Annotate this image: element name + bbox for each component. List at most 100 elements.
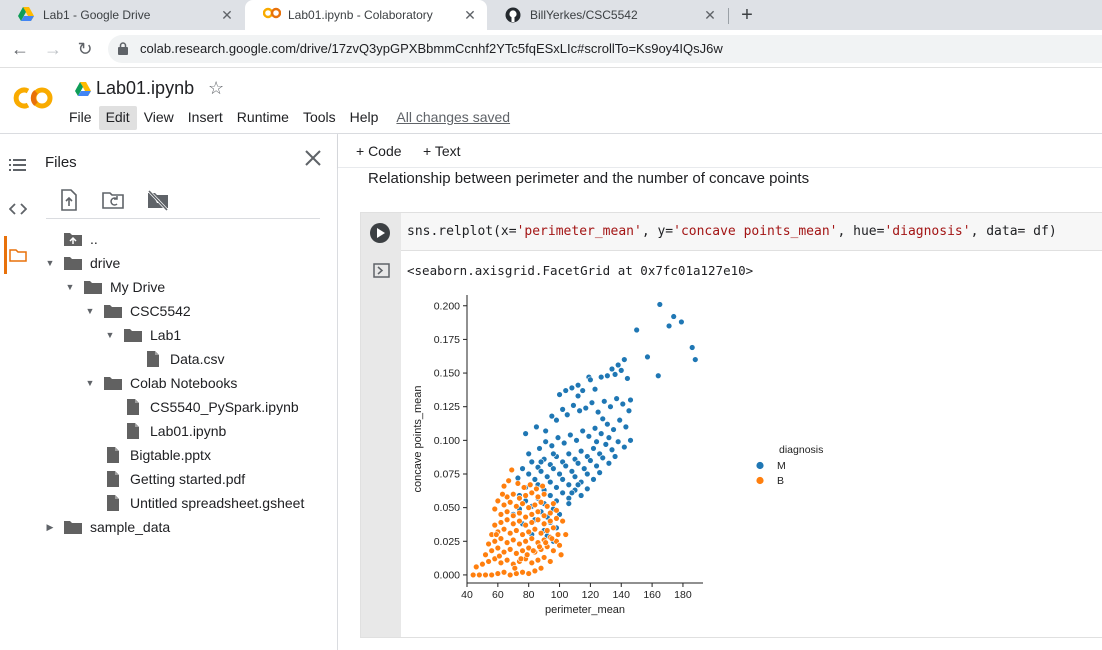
data-point-M (610, 426, 617, 433)
data-point-M (547, 478, 554, 486)
caret-down-icon[interactable]: ▼ (45, 258, 55, 268)
refresh-folder-icon[interactable] (102, 189, 124, 211)
data-point-M (587, 457, 594, 464)
data-point-B (525, 528, 532, 536)
star-icon[interactable]: ☆ (208, 78, 225, 98)
data-point-M (591, 425, 599, 432)
file-tree-label: Untitled spreadsheet.gsheet (130, 495, 305, 511)
reload-icon[interactable]: ↻ (77, 39, 93, 59)
data-point-B (494, 570, 502, 577)
url-field[interactable]: colab.research.google.com/drive/17zvQ3yp… (108, 35, 1102, 63)
data-point-B (553, 507, 560, 514)
data-point-M (604, 372, 611, 379)
menu-runtime[interactable]: Runtime (236, 109, 289, 125)
add-code-button[interactable]: + Code (356, 143, 402, 159)
data-point-B (494, 497, 502, 505)
data-point-B (503, 556, 511, 564)
data-point-M (616, 416, 623, 424)
file-tree-item[interactable]: ▼Bigtable.pptx (84, 444, 211, 466)
data-point-B (528, 511, 535, 518)
new-tab-icon[interactable]: + (741, 4, 753, 26)
save-status[interactable]: All changes saved (396, 109, 511, 125)
caret-down-icon[interactable]: ▼ (85, 378, 95, 388)
file-tree-item[interactable]: ▼ Colab Notebooks (84, 372, 238, 394)
data-point-M (565, 495, 573, 502)
file-tree-item[interactable]: ▼ Lab1 (104, 324, 182, 346)
data-point-B (534, 516, 542, 523)
menu-edit[interactable]: Edit (98, 106, 137, 130)
file-tree-item[interactable]: ▼ CSC5542 (84, 300, 191, 322)
file-icon (107, 495, 119, 511)
colab-logo-icon (13, 87, 53, 109)
upload-file-icon[interactable] (58, 189, 80, 211)
data-point-M (536, 445, 543, 452)
x-tick-label: 100 (551, 589, 569, 601)
caret-down-icon[interactable]: ▼ (105, 330, 115, 340)
data-point-B (528, 489, 535, 497)
data-point-B (548, 535, 556, 542)
forward-arrow-icon[interactable]: → (44, 39, 62, 59)
data-point-M (556, 391, 563, 398)
data-point-B (540, 490, 548, 498)
file-tree-item[interactable]: ▼CS5540_PySpark.ipynb (104, 396, 299, 418)
data-point-M (547, 492, 554, 499)
caret-down-icon[interactable]: ▼ (65, 282, 75, 292)
google-drive-icon[interactable] (75, 82, 91, 96)
close-tab-icon[interactable]: ✕ (221, 7, 233, 23)
file-tree-item[interactable]: ▼.. (44, 228, 98, 250)
file-tree-item[interactable]: ▶ sample_data (44, 516, 171, 538)
data-point-B (513, 527, 520, 534)
table-of-contents-icon[interactable] (9, 156, 27, 174)
data-point-B (500, 525, 508, 533)
file-tree-item[interactable]: ▼ My Drive (64, 276, 166, 298)
colab-icon (262, 7, 282, 23)
data-point-M (548, 412, 556, 420)
data-point-M (577, 447, 585, 455)
folder-icon[interactable] (9, 246, 27, 264)
tab-github[interactable]: BillYerkes/CSC5542 ✕ (487, 0, 727, 30)
data-point-B (517, 555, 525, 562)
menu-insert[interactable]: Insert (187, 109, 223, 125)
file-tree-item[interactable]: ▼Getting started.pdf (84, 468, 245, 490)
code-snippets-icon[interactable] (9, 200, 27, 218)
add-text-button[interactable]: + Text (423, 143, 461, 159)
close-tab-icon[interactable]: ✕ (464, 7, 476, 23)
menu-view[interactable]: View (143, 109, 174, 125)
data-point-M (565, 450, 573, 458)
menu-help[interactable]: Help (349, 109, 379, 125)
close-tab-icon[interactable]: ✕ (704, 7, 716, 23)
caret-right-icon[interactable]: ▶ (46, 522, 54, 532)
tab-colab[interactable]: Lab01.ipynb - Colaboratory ✕ (245, 0, 487, 30)
markdown-cell-text[interactable]: Relationship between perimeter and the n… (368, 170, 810, 187)
output-icon[interactable] (373, 263, 390, 278)
back-arrow-icon[interactable]: ← (11, 39, 29, 59)
data-point-B (510, 512, 517, 519)
unmount-drive-icon[interactable] (147, 189, 169, 211)
data-point-M (537, 458, 545, 466)
data-point-M (644, 353, 651, 361)
files-title: Files (45, 154, 77, 171)
data-point-B (531, 525, 539, 533)
data-point-B (500, 501, 508, 509)
x-tick-label: 160 (643, 589, 661, 601)
caret-down-icon[interactable]: ▼ (85, 306, 95, 316)
data-point-B (528, 519, 535, 526)
code-cell[interactable]: sns.relplot(x='perimeter_mean', y='conca… (360, 212, 1102, 638)
legend-label-B: B (777, 475, 784, 487)
code-editor[interactable]: sns.relplot(x='perimeter_mean', y='conca… (401, 213, 1102, 251)
data-point-M (605, 460, 613, 467)
notebook-title[interactable]: Lab01.ipynb (96, 78, 195, 98)
menu-file[interactable]: File (69, 109, 92, 125)
run-cell-button[interactable] (370, 223, 390, 243)
tab-google-drive[interactable]: Lab1 - Google Drive ✕ (0, 0, 244, 30)
file-tree-item[interactable]: ▼Data.csv (124, 348, 224, 370)
data-point-M (573, 437, 580, 444)
file-tree-item[interactable]: ▼Untitled spreadsheet.gsheet (84, 492, 304, 514)
menu-bar: File Edit View Insert Runtime Tools Help… (62, 106, 517, 130)
close-icon[interactable] (303, 148, 323, 168)
legend-marker-M (756, 461, 764, 470)
data-point-B (540, 512, 548, 519)
file-tree-item[interactable]: ▼ drive (44, 252, 121, 274)
menu-tools[interactable]: Tools (302, 109, 336, 125)
file-tree-item[interactable]: ▼Lab01.ipynb (104, 420, 226, 442)
